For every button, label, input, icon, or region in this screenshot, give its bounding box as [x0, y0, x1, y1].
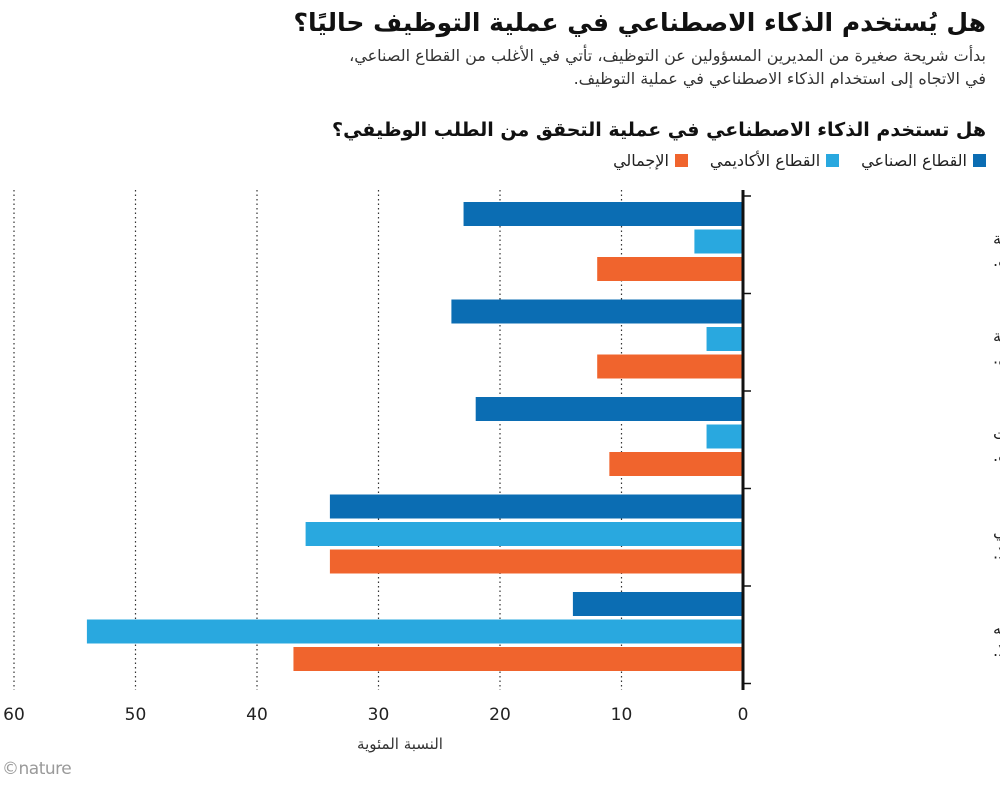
legend-item-overall: الإجمالي: [613, 151, 688, 170]
bar-industry-1: [463, 202, 743, 226]
bar-overall-5: [293, 647, 743, 671]
nature-credit: ©nature: [2, 759, 72, 779]
legend-label-academia: القطاع الأكاديمي: [709, 151, 821, 170]
legend-label-industry: القطاع الصناعي: [861, 151, 967, 170]
x-tick-label-10: 10: [611, 705, 633, 725]
chart-title: هل تستخدم الذكاء الاصطناعي في عملية التح…: [332, 119, 986, 141]
bar-academia-1: [694, 229, 743, 254]
legend-swatch-academia: [826, 154, 840, 167]
x-axis-label: النسبة المئوية: [357, 735, 443, 753]
bar-overall-2: [597, 354, 743, 379]
category-label-2: نعم، لتصميم أسئلةمقابلة العمل.: [993, 326, 1000, 368]
legend-swatch-industry: [973, 154, 986, 167]
category-label-4: لا، لكنني أفكر فياستخدامه مستقبلًا.: [993, 521, 1000, 563]
bar-academia-3: [706, 424, 743, 449]
bar-academia-2: [706, 327, 743, 351]
x-tick-label-0: 0: [738, 705, 749, 725]
x-tick-label-30: 30: [368, 705, 390, 725]
x-tick-label-40: 40: [246, 705, 268, 725]
bar-academia-4: [305, 522, 743, 546]
legend-label-overall: الإجمالي: [613, 151, 669, 170]
headline: هل يُستخدم الذكاء الاصطناعي في عملية الت…: [293, 8, 986, 37]
x-tick-label-60: 60: [3, 705, 25, 725]
legend-item-industry: القطاع الصناعي: [861, 151, 986, 170]
bar-industry-5: [572, 592, 743, 616]
bar-industry-4: [329, 494, 743, 519]
category-label-3: نعم، لإدارة طلباتالتوظيف.: [993, 424, 1000, 466]
legend-item-academia: القطاع الأكاديمي: [709, 151, 840, 170]
standfirst: بدأت شريحة صغيرة من المديرين المسؤولين ع…: [349, 46, 986, 88]
bar-academia-5: [86, 619, 743, 644]
bar-overall-1: [597, 257, 743, 281]
bar-overall-3: [609, 452, 743, 476]
legend-swatch-overall: [674, 154, 688, 167]
x-tick-label-20: 20: [489, 705, 511, 725]
x-tick-label-50: 50: [125, 705, 147, 725]
category-label-1: نعم، لمعاينةطلبات التوظيف.: [993, 229, 1000, 271]
bar-industry-3: [475, 397, 743, 421]
legend: القطاع الصناعي القطاع الأكاديمي الإجمالي: [613, 151, 986, 170]
category-label-5: لا، ولست أفكر في استخدامهلهذا الغرض مستق…: [993, 618, 1000, 661]
bar-industry-2: [451, 299, 743, 324]
bar-overall-4: [329, 549, 743, 574]
